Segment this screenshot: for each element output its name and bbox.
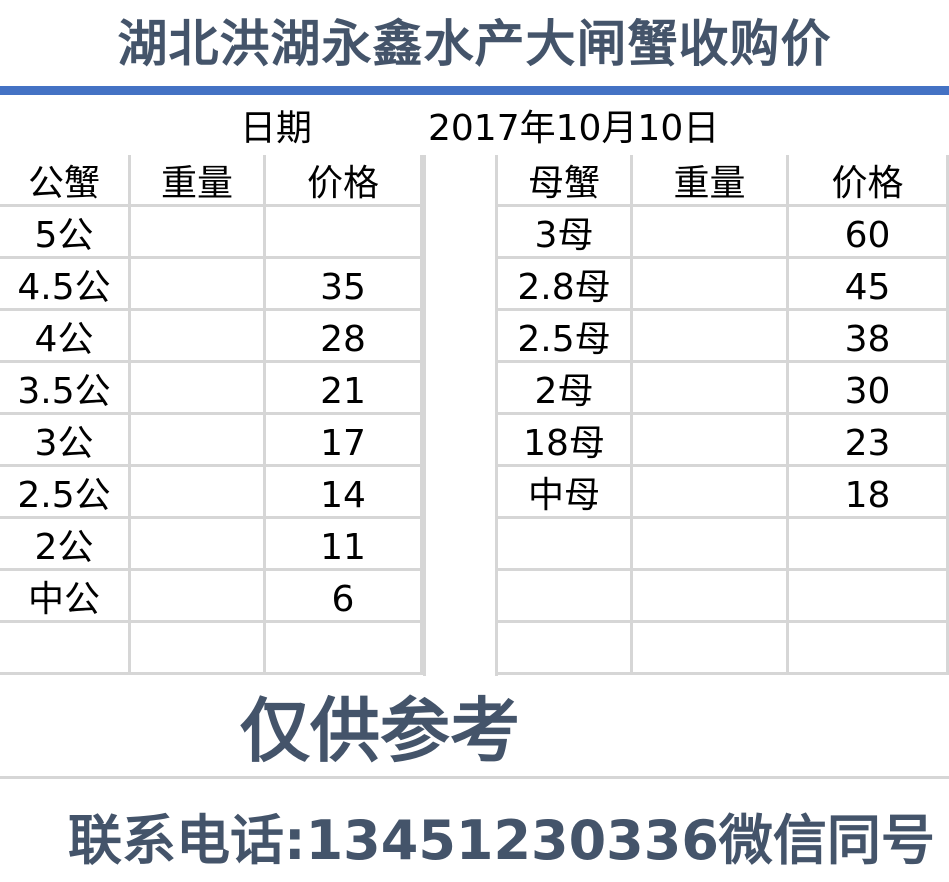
female-grade-cell: 2母 [498,363,633,415]
female-header-cell: 母蟹 [498,155,633,207]
male-weight-cell [131,571,266,623]
female-price-cell: 60 [789,207,949,259]
female-weight-cell [633,519,789,571]
female-weight-cell [633,207,789,259]
female-header-cell: 价格 [789,155,949,207]
female-price-cell [789,623,949,675]
male-price-cell [266,623,423,675]
male-weight-cell [131,363,266,415]
watermark-logo [770,820,945,880]
female-weight-cell [633,623,789,675]
male-grade-cell: 4公 [0,311,131,363]
male-grade-cell: 4.5公 [0,259,131,311]
male-weight-cell [131,259,266,311]
male-price-cell: 6 [266,571,423,623]
male-grade-cell: 中公 [0,571,131,623]
female-price-cell: 18 [789,467,949,519]
male-weight-cell [131,467,266,519]
male-weight-cell [131,415,266,467]
female-weight-cell [633,571,789,623]
female-grade-cell: 中母 [498,467,633,519]
male-price-cell: 11 [266,519,423,571]
disclaimer: 仅供参考 [240,690,520,772]
male-price-cell: 21 [266,363,423,415]
female-grade-cell [498,623,633,675]
male-price-cell: 35 [266,259,423,311]
male-grade-cell [0,623,131,675]
female-grade-cell: 18母 [498,415,633,467]
price-table: 公蟹 重量 价格 5公 4.5公 35 4公 28 3.5公 21 3公 17 2.5公 14 2公 11 中公… [0,155,949,676]
date-label: 日期 [240,108,313,149]
female-price-cell [789,571,949,623]
male-grade-cell: 5公 [0,207,131,259]
female-price-cell: 23 [789,415,949,467]
female-grade-cell: 2.8母 [498,259,633,311]
male-header-cell: 重量 [131,155,266,207]
female-grade-cell [498,519,633,571]
female-price-cell [789,519,949,571]
female-grade-cell [498,571,633,623]
female-weight-cell [633,311,789,363]
divider [0,776,949,779]
female-weight-cell [633,467,789,519]
female-weight-cell [633,363,789,415]
page-title: 湖北洪湖永鑫水产大闸蟹收购价 [117,15,832,73]
female-price-cell: 30 [789,363,949,415]
male-weight-cell [131,519,266,571]
male-price-cell: 14 [266,467,423,519]
male-weight-cell [131,311,266,363]
accent-bar [0,86,949,95]
male-header-cell: 价格 [266,155,423,207]
male-grade-cell: 3.5公 [0,363,131,415]
female-grade-cell: 3母 [498,207,633,259]
female-weight-cell [633,259,789,311]
male-grade-cell: 2公 [0,519,131,571]
male-price-cell: 28 [266,311,423,363]
male-price-cell [266,207,423,259]
date-value: 2017年10月10日 [428,108,720,149]
female-weight-cell [633,415,789,467]
male-price-cell: 17 [266,415,423,467]
female-grade-cell: 2.5母 [498,311,633,363]
male-weight-cell [131,207,266,259]
male-grade-cell: 3公 [0,415,131,467]
contact-info: 联系电话:13451230336微信同号 [68,809,935,872]
female-price-cell: 45 [789,259,949,311]
male-grade-cell: 2.5公 [0,467,131,519]
male-weight-cell [131,623,266,675]
female-header-cell: 重量 [633,155,789,207]
female-price-cell: 38 [789,311,949,363]
male-header-cell: 公蟹 [0,155,131,207]
table-gap-column [423,155,498,676]
